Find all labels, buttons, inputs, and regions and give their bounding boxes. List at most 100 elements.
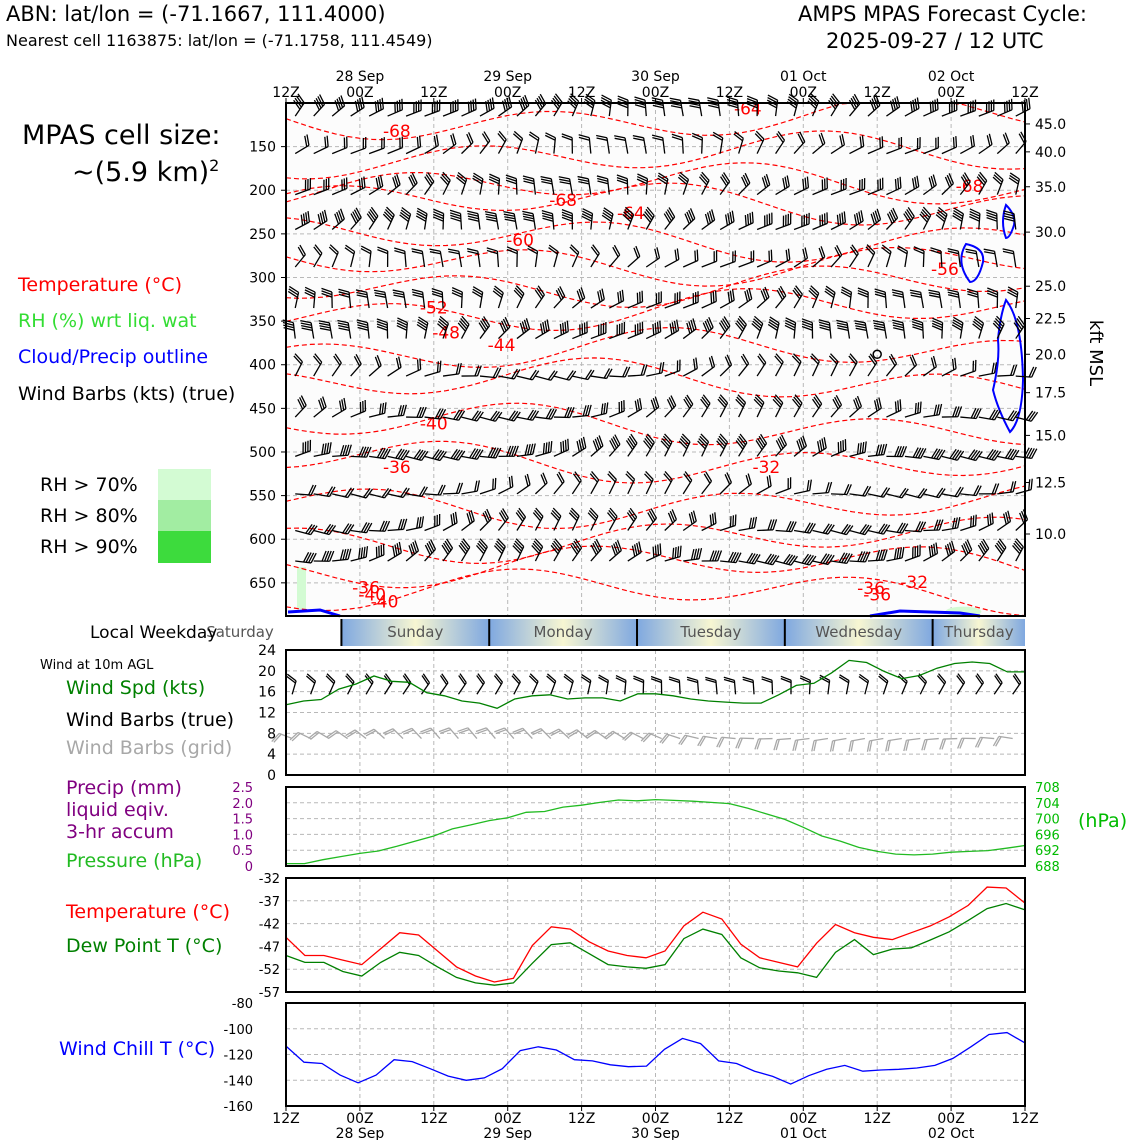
xsection-wind-barb-feather: [1017, 315, 1026, 326]
xsection-wind-barb: [553, 102, 563, 117]
legend-wind-barbs: Wind Barbs (kts) (true): [18, 383, 236, 405]
xsection-wind-barb: [424, 524, 440, 532]
xsection-wind-barb-feather: [453, 409, 461, 420]
grid-wind-barbs: [271, 727, 1013, 752]
xsection-wind-barb: [442, 143, 457, 155]
xsection-wind-barb: [627, 442, 638, 457]
grid-wind-barb-feather: [974, 737, 981, 748]
xsection-wind-barb-feather: [504, 99, 509, 111]
xsection-wind-barb-feather: [370, 206, 379, 217]
xsection-wind-barb-feather: [894, 445, 900, 457]
true-wind-barb: [938, 681, 947, 695]
bottom-time-label: 12Z: [1011, 1111, 1038, 1127]
grid-wind-barb: [558, 728, 570, 740]
xsection-wind-barb-feather: [513, 445, 519, 457]
xsection-wind-barb-feather: [753, 318, 763, 327]
xsection-wind-barb: [405, 182, 418, 196]
xsection-wind-barb-feather: [899, 522, 906, 534]
xsection-wind-barb: [959, 213, 965, 230]
xsection-wind-barb-feather: [801, 325, 813, 331]
xsection-wind-barb-feather: [428, 541, 435, 552]
xsection-wind-barb-feather: [611, 545, 617, 556]
kft-tick-label: 17.5: [1035, 386, 1066, 402]
xsection-wind-barb: [331, 105, 345, 117]
xsection-wind-barb-feather: [434, 449, 443, 460]
xsection-wind-barb: [830, 102, 840, 117]
xsection-wind-barb-feather: [931, 322, 943, 329]
xsection-wind-barb: [902, 292, 906, 309]
xsection-wind-barb-feather: [450, 134, 455, 146]
xsection-wind-barb-feather: [606, 368, 613, 379]
xsection-wind-barb-feather: [819, 324, 831, 329]
grid-wind-barb-feather: [420, 727, 431, 733]
xsection-wind-barb-feather: [843, 553, 851, 564]
xsection-wind-barb-feather: [938, 403, 943, 415]
xsection-wind-barb-feather: [614, 135, 626, 139]
xsection-wind-barb-feather: [718, 396, 727, 406]
xsection-wind-barb: [940, 251, 943, 268]
xsection-wind-barb-feather: [363, 176, 366, 188]
true-wind-barb: [476, 682, 485, 695]
xsection-wind-barb-feather: [679, 171, 689, 180]
xsection-wind-barb: [867, 188, 884, 196]
xsection-wind-barb-feather: [712, 291, 715, 303]
grid-wind-barb: [485, 727, 496, 739]
xsection-wind-barb: [626, 178, 629, 195]
xsection-wind-barb-feather: [668, 397, 675, 408]
xsection-wind-barb-feather: [883, 443, 888, 455]
true-wind-barb-feather: [995, 673, 1003, 684]
xsection-wind-barb-feather: [360, 248, 371, 255]
xsection-wind-barb-feather: [951, 358, 955, 370]
kft-tick-label: 30.0: [1035, 225, 1066, 241]
xsection-wind-barb-feather: [973, 318, 984, 327]
xsection-wind-barb: [646, 372, 663, 377]
xsection-wind-barb-feather: [661, 361, 665, 374]
xsection-wind-barb: [738, 260, 754, 268]
xsection-wind-barb-feather: [917, 488, 925, 498]
xsection-wind-barb: [978, 522, 994, 532]
xsection-wind-barb-feather: [880, 524, 888, 534]
xsection-wind-barb-feather: [988, 449, 997, 460]
grid-wind-barb: [795, 737, 810, 741]
xsection-wind-barb-feather: [513, 542, 523, 552]
true-wind-barb-feather: [581, 674, 592, 682]
rh-shade-patch: [297, 567, 306, 610]
xsection-wind-barb: [757, 529, 774, 532]
xsection-wind-barb: [1015, 375, 1032, 378]
xsection-wind-barb-feather: [400, 518, 405, 530]
grid-wind-barb-feather: [532, 729, 543, 736]
grid-wind-barb-feather: [308, 730, 318, 739]
xsection-wind-barb-feather: [880, 549, 886, 561]
xsection-wind-barb: [516, 484, 531, 495]
true-wind-barb-feather: [546, 673, 557, 682]
xsection-wind-barb-feather: [350, 213, 357, 224]
grid-wind-barb: [684, 734, 699, 740]
xsection-wind-barb-feather: [304, 135, 308, 147]
xsection-wind-barb-feather: [917, 402, 920, 414]
xsection-wind-barb-feather: [859, 551, 866, 562]
xsection-wind-barb-feather: [754, 396, 764, 406]
xsection-wind-barb-feather: [417, 318, 428, 326]
xsection-wind-barb-feather: [633, 247, 639, 259]
xsection-wind-barb-feather: [368, 211, 376, 221]
xsection-wind-barb: [701, 403, 711, 418]
true-wind-barb: [845, 680, 850, 695]
xsection-wind-barb-feather: [864, 486, 872, 497]
true-wind-barb-feather: [633, 675, 644, 681]
xsection-wind-barb: [682, 403, 694, 418]
kft-tick-label: 45.0: [1035, 117, 1066, 133]
xsection-wind-barb: [738, 182, 751, 196]
true-wind-barb-feather: [668, 676, 680, 681]
xsection-wind-barb-feather: [552, 507, 562, 517]
xsection-wind-barb: [960, 109, 976, 117]
xsection-wind-barb: [477, 251, 481, 268]
xsection-wind-barb-feather: [608, 471, 617, 480]
xsection-wind-barb: [996, 547, 1007, 562]
xsection-wind-barb: [295, 493, 312, 496]
xsection-wind-barb: [1015, 416, 1032, 422]
xsection-wind-barb-feather: [830, 353, 839, 363]
xsection-wind-barb: [498, 326, 511, 340]
xsection-wind-barb-feather: [319, 212, 324, 224]
xsection-wind-barb-feather: [393, 294, 405, 298]
xsection-wind-barb-feather: [469, 448, 476, 459]
